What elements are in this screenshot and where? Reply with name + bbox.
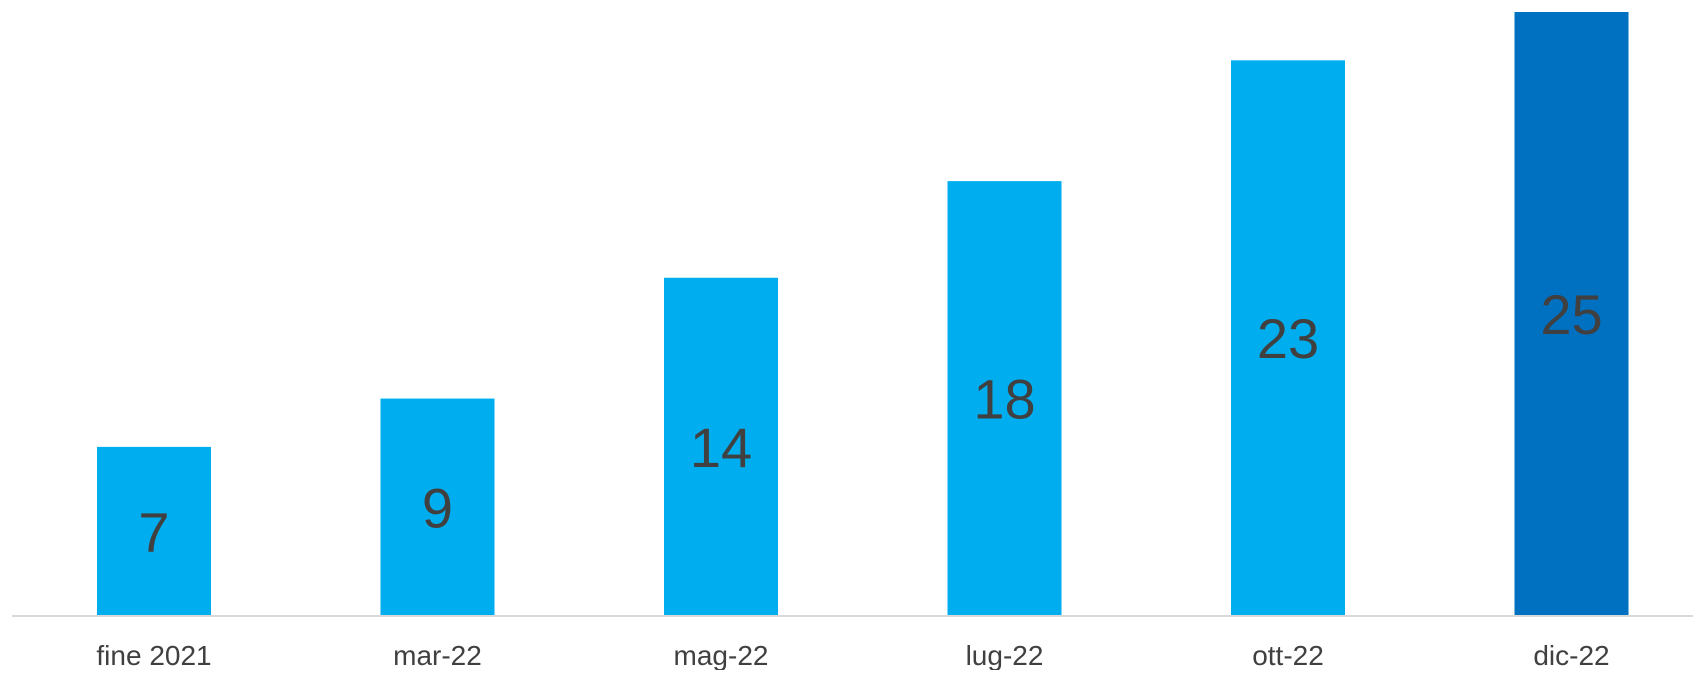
data-label: 23 — [1257, 307, 1319, 370]
bar-dic-22 — [1514, 12, 1629, 616]
bar-mag-22 — [664, 277, 778, 616]
bar-ott-22 — [1231, 60, 1345, 616]
x-tick-label: ott-22 — [1252, 640, 1324, 670]
bar-lug-22 — [947, 181, 1062, 616]
x-tick-labels-group: fine 2021 mar-22 mag-22 lug-22 ott-22 dic-22 — [96, 640, 1609, 671]
data-label: 9 — [422, 476, 453, 539]
bars-group — [97, 12, 1629, 616]
data-labels-group: 7 9 14 18 23 25 — [138, 283, 1602, 563]
data-label: 25 — [1540, 283, 1602, 346]
x-tick-label: lug-22 — [966, 640, 1044, 670]
x-tick-label: fine 2021 — [96, 640, 211, 670]
x-tick-label: dic-22 — [1533, 640, 1609, 670]
x-tick-label: mag-22 — [674, 640, 769, 670]
bar-fine-2021 — [97, 446, 211, 616]
x-tick-label: mar-22 — [393, 640, 482, 670]
bar-mar-22 — [380, 398, 495, 616]
data-label: 7 — [138, 500, 169, 563]
data-label: 14 — [690, 416, 752, 479]
data-label: 18 — [973, 368, 1035, 431]
